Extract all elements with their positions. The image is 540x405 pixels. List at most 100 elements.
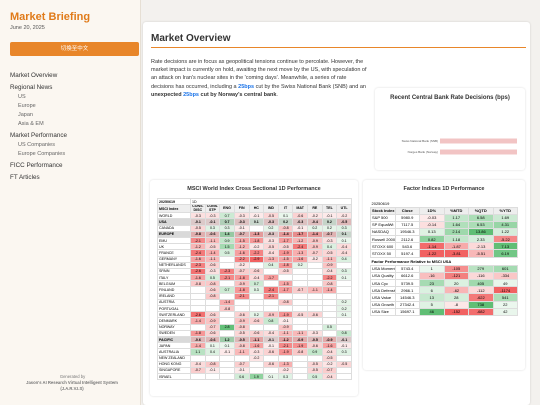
nav-link[interactable]: Market Performance — [10, 132, 68, 139]
nav-link[interactable]: US — [18, 94, 26, 100]
heat-cell: -5.51 — [468, 249, 494, 258]
heat-cell: -105 — [443, 264, 469, 273]
row-name: USA Cyc — [370, 278, 396, 288]
table-row: FRANCE -2.4 -1.4 0.5 -1.6 -2.2 -0.4 -1.9 -1.3 -0.… — [157, 249, 352, 257]
nav-link[interactable]: FT Articles — [10, 174, 40, 181]
bar — [440, 138, 517, 144]
nav-link[interactable]: Asia & EM — [18, 121, 44, 127]
column-header: HC — [248, 204, 265, 214]
table-row: EUROPE -0.8 -0.6 1.4 -0.7 -1.3 -0.3 -1.4 -1.7 -1.… — [157, 230, 352, 238]
paragraph-segment: Rate decisions are in focus as geopoliti… — [151, 59, 367, 90]
nav-link[interactable]: FICC Performance — [10, 162, 63, 169]
column-header: MAT — [292, 204, 308, 214]
nav-link[interactable]: US Companies — [18, 142, 55, 148]
value-cell: 19546.3 — [394, 227, 420, 237]
heat-cell: -16 — [419, 271, 445, 281]
table-row: S&P 500 5980.9 -0.03 1.17 6.58 1.69 — [370, 213, 518, 222]
heat-cell: 7.13 — [492, 242, 518, 251]
date: June 20, 2025 — [10, 25, 45, 31]
row-name: S&P 500 — [370, 213, 396, 222]
heat-cell: 1.17 — [443, 213, 469, 222]
column-header: UTL — [336, 204, 352, 214]
column-header: ENG — [219, 204, 235, 214]
heat-cell: 2.14 — [443, 227, 469, 237]
language-button[interactable]: 切換至中文 — [10, 42, 139, 56]
row-name: ISRAEL — [157, 373, 191, 381]
heat-cell: 13.86 — [468, 227, 494, 237]
column-header: Close — [394, 206, 420, 215]
table-header: Stock Index Close 1D% %MTD %QTD %YTD — [370, 206, 518, 215]
value-cell: 5197.4 — [394, 249, 420, 258]
heat-cell: 6.19 — [492, 249, 518, 258]
column-header: %MTD — [443, 206, 469, 215]
factor-table: 20250619 Stock Index Close 1D% %MTD %QTD %YTD S… — [370, 200, 518, 316]
heat-cell: 0.1 — [263, 373, 279, 381]
nav-link[interactable]: Market Overview — [10, 72, 58, 79]
row-name: SP EqualWt — [370, 220, 396, 229]
column-header: IT — [277, 204, 294, 214]
row-name: Russell 2000 — [370, 235, 396, 244]
bar — [440, 149, 517, 155]
paragraph-segment: cut by Norway's central bank — [199, 91, 277, 98]
table-row: USA Quality 6612.6 -16 -121 -116 -334 — [370, 271, 518, 281]
heat-cell: -8 — [443, 300, 469, 309]
heat-cell: 46 — [419, 307, 445, 316]
table-row: USA Cyc 5739.5 23 20 405 49 — [370, 278, 518, 288]
row-name: USA Size — [370, 307, 396, 316]
paragraph-segment: . — [276, 91, 278, 98]
value-cell: 2112.6 — [394, 235, 420, 244]
paragraph-segment: 25bps — [183, 91, 199, 98]
table-row: SP EqualWt 7117.5 -0.14 1.64 6.53 4.31 — [370, 220, 518, 229]
table-row: STOXX 50 5197.4 -1.22 -3.81 -5.51 6.19 — [370, 249, 518, 258]
nav-link[interactable]: Regional News — [10, 84, 53, 91]
table-row: IRELAND -0.8 -2.1 -2.1 — [157, 292, 352, 300]
footer-credit: Jason's AI Research Virtual Intelligent … — [26, 380, 118, 391]
heat-cell — [219, 373, 235, 381]
table-date: 20250619 — [371, 200, 390, 206]
heat-cell: 6.58 — [468, 213, 494, 222]
heat-cell: 405 — [468, 278, 494, 288]
table-row: USA Size 15697.1 46 -152 -682 42 — [370, 307, 518, 316]
heat-cell: 0.3 — [277, 373, 294, 381]
heat-cell: 541 — [492, 293, 518, 302]
chart-title: Recent Central Bank Rate Decisions (bps) — [390, 95, 510, 101]
heat-cell: -1.87 — [443, 242, 469, 251]
heat-cell: 738 — [468, 300, 494, 309]
heat-cell: -5.22 — [492, 235, 518, 244]
heat-cell: -2.13 — [468, 242, 494, 251]
value-cell: 15697.1 — [394, 307, 420, 316]
nav-link[interactable]: Europe — [18, 103, 36, 109]
heat-cell: 1.18 — [443, 235, 469, 244]
table-row: USA Value 14546.3 13 28 -622 541 — [370, 293, 518, 302]
heat-cell: -1.22 — [419, 249, 445, 258]
row-name: USA Value — [370, 293, 396, 302]
heat-cell: 2.33 — [468, 235, 494, 244]
value-cell: 5739.5 — [394, 278, 420, 288]
msci-card: MSCI World Index Cross Sectional 1D Perf… — [150, 180, 358, 396]
heat-cell: 20 — [443, 278, 469, 288]
row-name: NASDAQ — [370, 227, 396, 237]
heat-cell: -682 — [468, 307, 494, 316]
sidebar: Market Briefing June 20, 2025 切換至中文 Gene… — [0, 0, 141, 405]
heading-rule — [151, 47, 526, 48]
nav-link[interactable]: Japan — [18, 112, 33, 118]
msci-table: 20250619 1D MSCI Index CONS. DISC CONS. STP E… — [157, 197, 352, 381]
table-row: NASDAQ 19546.3 0.13 2.14 13.86 1.22 — [370, 227, 518, 237]
paragraph-segment: unexpected — [151, 91, 184, 98]
site-title: Market Briefing — [10, 11, 91, 23]
row-name: STOXX 50 — [370, 249, 396, 258]
heat-cell: 6 — [419, 286, 445, 295]
heat-cell: -0.14 — [419, 220, 445, 229]
column-header: %YTD — [492, 206, 518, 215]
heat-cell: 5 — [419, 300, 445, 309]
nav-link[interactable]: Europe Companies — [18, 151, 66, 157]
heat-cell: -62 — [443, 286, 469, 295]
table-row: USA Defensive2966.16-62-112-1174 — [370, 286, 518, 295]
heat-cell — [190, 373, 206, 381]
heat-cell — [292, 373, 308, 381]
value-cell: 27342.4 — [394, 300, 420, 309]
heat-cell: -1.14 — [419, 242, 445, 251]
heat-cell: -622 — [468, 293, 494, 302]
table-period: 1D — [190, 197, 352, 206]
